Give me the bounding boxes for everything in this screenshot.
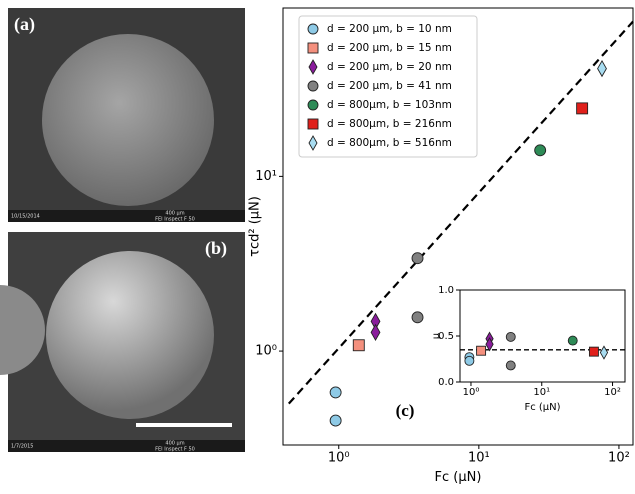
scale-text: 400 μm	[165, 211, 184, 217]
legend-label: d = 200 μm, b = 15 nm	[327, 42, 452, 54]
scale-text: 400 μm	[165, 441, 184, 447]
info-text: 1/7/2015	[11, 444, 33, 450]
plot-frame	[282, 7, 634, 446]
sem-panel-a: 10/15/2014 400 μm FEI Inspect F 50 (a)	[8, 8, 245, 223]
marker	[505, 360, 516, 371]
x-tick-label: 10¹	[468, 451, 490, 466]
y-axis-label: μ	[431, 332, 442, 339]
marker	[485, 337, 494, 352]
marker	[567, 335, 578, 346]
x-tick-label: 10⁰	[463, 387, 480, 398]
marker	[352, 339, 365, 352]
marker	[588, 346, 599, 357]
legend-marker	[308, 135, 318, 151]
info-text: FEI Inspect F 50	[155, 217, 195, 223]
legend-marker	[308, 59, 318, 75]
marker	[464, 355, 475, 366]
info-text: FEI Inspect F 50	[155, 447, 195, 453]
inset-background	[460, 290, 625, 382]
marker	[411, 311, 424, 324]
marker	[411, 252, 424, 265]
y-tick-label: 10¹	[255, 169, 277, 184]
y-axis-label: τcd² (μN)	[248, 196, 263, 257]
panel-label: (c)	[396, 401, 415, 420]
fit-line	[287, 20, 634, 405]
marker	[576, 102, 589, 115]
legend-marker	[307, 99, 319, 111]
info-bar	[8, 210, 245, 222]
marker	[505, 331, 516, 342]
sphere	[42, 34, 214, 206]
y-tick-label: 0.0	[438, 377, 454, 388]
x-axis-label: Fc (μN)	[435, 470, 482, 485]
legend-marker	[307, 42, 319, 54]
marker	[476, 345, 487, 356]
marker	[534, 144, 547, 157]
legend-label: d = 800μm, b = 103nm	[327, 99, 452, 111]
legend-label: d = 800μm, b = 216nm	[327, 118, 452, 130]
x-tick-label: 10¹	[533, 387, 550, 398]
marker	[329, 386, 342, 399]
marker	[370, 323, 381, 341]
info-bar	[8, 440, 245, 452]
legend-label: d = 200 μm, b = 10 nm	[327, 23, 452, 35]
x-tick-label: 10²	[608, 451, 630, 466]
y-tick-label: 1.0	[438, 285, 454, 296]
legend-box	[298, 15, 478, 158]
panel-label: (a)	[14, 14, 35, 35]
y-tick-label: 0.5	[438, 331, 454, 342]
sem-panel-b: 1/7/2015 400 μm FEI Inspect F 50 (b)	[0, 232, 245, 453]
info-text: 10/15/2014	[11, 214, 40, 220]
legend-marker	[307, 23, 319, 35]
panel-label: (b)	[205, 238, 227, 259]
x-tick-label: 10⁰	[328, 451, 350, 466]
x-tick-label: 10²	[604, 387, 621, 398]
legend-marker	[307, 118, 319, 130]
x-axis-label: Fc (μN)	[524, 402, 560, 413]
marker	[329, 414, 342, 427]
marker	[599, 345, 609, 360]
marker	[597, 59, 607, 78]
legend-label: d = 800μm, b = 516nm	[327, 137, 452, 149]
legend-label: d = 200 μm, b = 41 nm	[327, 80, 452, 92]
legend-marker	[307, 80, 319, 92]
legend-label: d = 200 μm, b = 20 nm	[327, 61, 452, 73]
sphere	[46, 251, 214, 419]
sphere	[0, 285, 45, 375]
y-tick-label: 10⁰	[255, 344, 277, 359]
